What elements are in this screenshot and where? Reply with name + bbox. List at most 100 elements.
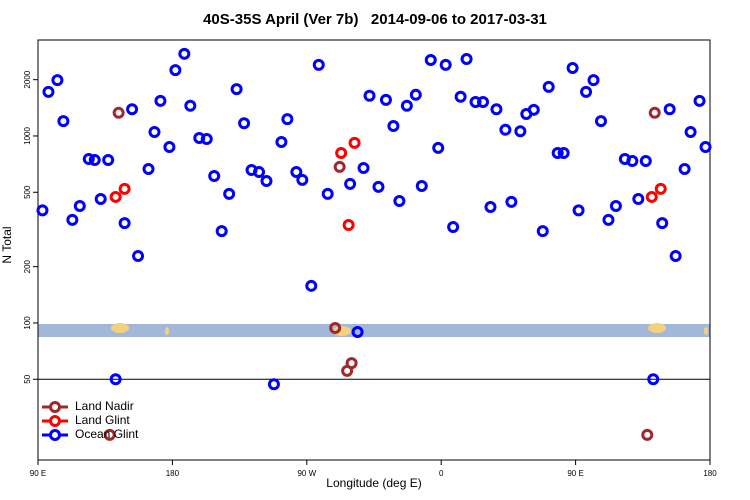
point bbox=[312, 58, 325, 71]
point bbox=[409, 88, 422, 101]
point bbox=[142, 162, 155, 175]
point bbox=[253, 165, 266, 178]
point bbox=[112, 106, 125, 119]
point bbox=[580, 85, 593, 98]
chart-title: 40S-35S April (Ver 7b) 2014-09-06 to 201… bbox=[203, 11, 547, 28]
point bbox=[321, 187, 334, 200]
point bbox=[632, 193, 645, 206]
point bbox=[36, 204, 49, 217]
map-strip bbox=[38, 323, 710, 337]
point bbox=[163, 140, 176, 153]
legend-marker bbox=[49, 415, 61, 427]
y-tick-label: 500 bbox=[23, 185, 32, 199]
point bbox=[602, 213, 615, 226]
point bbox=[551, 146, 564, 159]
point bbox=[447, 220, 460, 233]
point bbox=[82, 153, 95, 166]
point bbox=[169, 64, 182, 77]
point bbox=[281, 113, 294, 126]
point bbox=[542, 80, 555, 93]
point bbox=[669, 250, 682, 263]
point bbox=[148, 126, 161, 139]
point bbox=[103, 428, 116, 441]
y-tick-label: 2000 bbox=[23, 70, 32, 88]
point bbox=[572, 204, 585, 217]
point bbox=[400, 99, 413, 112]
point bbox=[641, 428, 654, 441]
point bbox=[626, 154, 639, 167]
point bbox=[587, 74, 600, 87]
point bbox=[275, 135, 288, 148]
point bbox=[654, 182, 667, 195]
x-tick-label: 90 E bbox=[30, 469, 46, 478]
point bbox=[351, 325, 364, 338]
legend-label: Ocean Glint bbox=[75, 427, 139, 441]
point bbox=[594, 115, 607, 128]
x-tick-label: 90 E bbox=[567, 469, 583, 478]
point bbox=[154, 94, 167, 107]
point bbox=[387, 120, 400, 133]
point bbox=[484, 201, 497, 214]
point bbox=[290, 165, 303, 178]
y-tick-label: 100 bbox=[23, 316, 32, 330]
point bbox=[296, 173, 309, 186]
point bbox=[57, 115, 70, 128]
point bbox=[609, 200, 622, 213]
point bbox=[342, 219, 355, 232]
point bbox=[66, 213, 79, 226]
point bbox=[51, 74, 64, 87]
point bbox=[656, 217, 669, 230]
point bbox=[94, 193, 107, 206]
point bbox=[647, 373, 660, 386]
point bbox=[469, 95, 482, 108]
point bbox=[200, 132, 213, 145]
point bbox=[514, 125, 527, 138]
point bbox=[178, 47, 191, 60]
point bbox=[699, 140, 712, 153]
point bbox=[693, 94, 706, 107]
point bbox=[230, 83, 243, 96]
point bbox=[393, 194, 406, 207]
point bbox=[566, 61, 579, 74]
point bbox=[684, 126, 697, 139]
y-tick-label: 50 bbox=[23, 374, 32, 383]
point bbox=[118, 217, 131, 230]
legend-label: Land Nadir bbox=[75, 399, 134, 413]
x-tick-label: 0 bbox=[439, 469, 444, 478]
point bbox=[439, 58, 452, 71]
point bbox=[109, 373, 122, 386]
point bbox=[454, 90, 467, 103]
point bbox=[432, 141, 445, 154]
point bbox=[335, 146, 348, 159]
point bbox=[536, 225, 549, 238]
point bbox=[477, 95, 490, 108]
point bbox=[505, 195, 518, 208]
point bbox=[126, 103, 139, 116]
x-tick-label: 180 bbox=[703, 469, 717, 478]
point bbox=[102, 153, 115, 166]
point bbox=[499, 123, 512, 136]
legend-marker bbox=[49, 429, 61, 441]
legend-label: Land Glint bbox=[75, 413, 130, 427]
point bbox=[424, 53, 437, 66]
point bbox=[372, 180, 385, 193]
point bbox=[118, 182, 131, 195]
y-tick-label: 1000 bbox=[23, 127, 32, 145]
point bbox=[557, 146, 570, 159]
point bbox=[645, 190, 658, 203]
x-axis-label: Longitude (deg E) bbox=[326, 476, 421, 490]
point bbox=[267, 378, 280, 391]
point bbox=[345, 357, 358, 370]
point bbox=[238, 117, 251, 130]
point bbox=[329, 321, 342, 334]
point bbox=[184, 99, 197, 112]
point bbox=[215, 225, 228, 238]
point bbox=[527, 103, 540, 116]
point bbox=[344, 177, 357, 190]
point bbox=[639, 154, 652, 167]
point bbox=[42, 85, 55, 98]
point bbox=[379, 93, 392, 106]
plot-frame bbox=[37, 39, 711, 461]
point bbox=[348, 136, 361, 149]
